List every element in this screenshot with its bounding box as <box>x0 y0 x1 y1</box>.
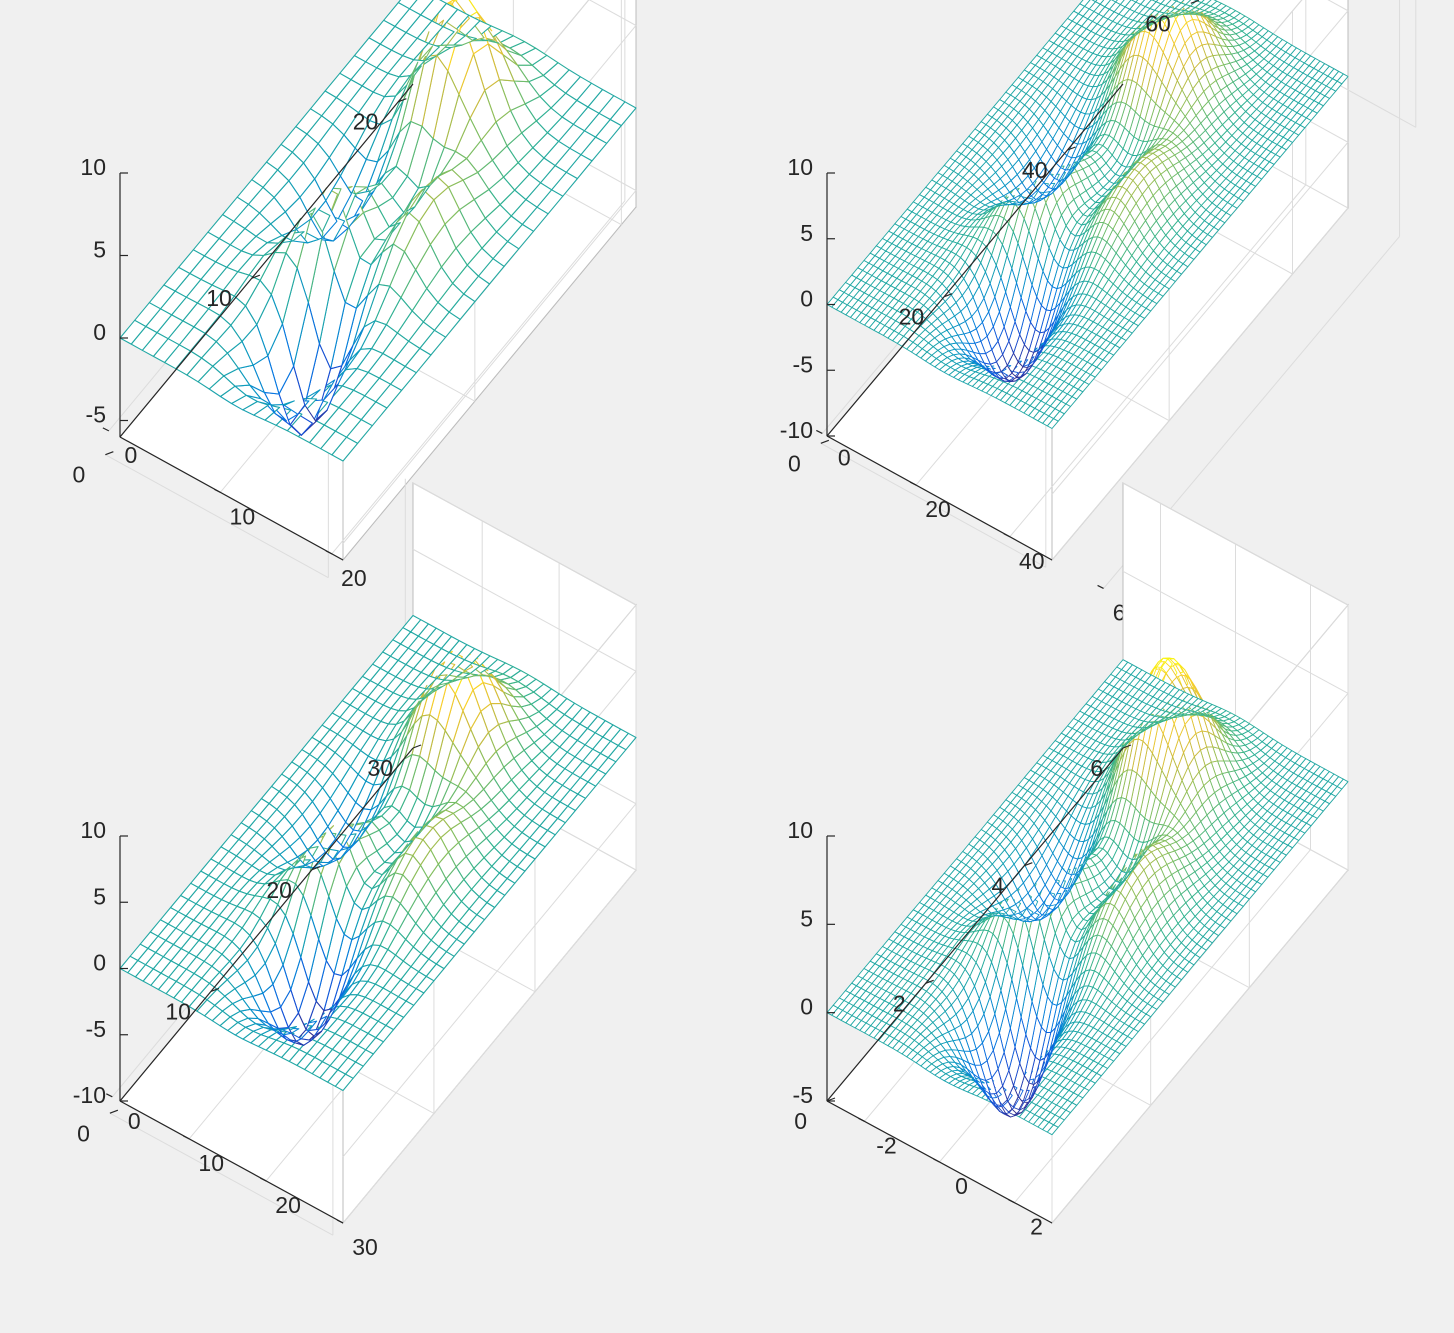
y-tick <box>398 98 407 103</box>
z-tick-label: -5 <box>86 1016 106 1042</box>
z-tick-label: 0 <box>800 286 813 312</box>
y-tick <box>251 274 261 279</box>
grid-line <box>1009 184 1307 538</box>
grid-line <box>331 200 626 555</box>
x-tick-label: 20 <box>341 565 367 591</box>
z-tick-label: -5 <box>86 402 106 428</box>
x-tick <box>214 488 221 493</box>
z-tick-label: 10 <box>80 154 106 180</box>
y-axis-line <box>119 83 414 438</box>
y-tick <box>105 451 114 456</box>
grid-line <box>1051 207 1349 561</box>
z-tick-label: 5 <box>93 883 106 909</box>
z-tick-label: 10 <box>80 817 106 843</box>
z-tick-label: -10 <box>73 1082 106 1108</box>
grid-line <box>342 190 637 544</box>
x-tick-label: 0 <box>838 444 851 470</box>
mesh-surface <box>826 0 1349 429</box>
grid-line <box>820 442 1047 568</box>
z-tick-label: -5 <box>793 351 813 377</box>
grid-line <box>105 454 329 579</box>
y-tick-label: 0 <box>73 462 86 488</box>
x-tick-label: 20 <box>275 1192 301 1218</box>
x-tick-label: 0 <box>124 442 137 468</box>
y-tick-label: 20 <box>899 304 925 330</box>
subplot-top-left: 0 10 20 0 10 20 -5 0 5 10 <box>73 0 637 591</box>
y-tick-label: 60 <box>1145 10 1171 36</box>
y-tick-label: 20 <box>266 877 292 903</box>
z-tick-label: 5 <box>93 237 106 263</box>
x-tick-label: 10 <box>198 1150 224 1176</box>
z-tick-label: -10 <box>780 417 813 443</box>
x-tick-label: 20 <box>925 496 951 522</box>
x-tick-label: 40 <box>1019 548 1045 574</box>
y-tick-label: 0 <box>77 1120 90 1146</box>
mesh-surface <box>119 0 637 462</box>
z-tick-label: 10 <box>787 154 813 180</box>
x-axis-line <box>119 436 344 561</box>
x-tick-label: 30 <box>352 1234 378 1260</box>
x-tick-label: 0 <box>128 1108 141 1134</box>
y-tick-label: 20 <box>353 109 379 135</box>
grid-line <box>588 0 637 26</box>
z-tick-label: 0 <box>93 950 106 976</box>
z-tick-label: 5 <box>800 220 813 246</box>
axes-lines <box>102 83 414 561</box>
x-tick-label: 10 <box>230 503 256 529</box>
y-tick-label: 0 <box>788 450 801 476</box>
y-tick-label: 10 <box>206 285 232 311</box>
y-tick-label: 40 <box>1022 157 1048 183</box>
y-tick-label: 10 <box>165 999 191 1025</box>
x-tick <box>102 427 110 432</box>
z-tick-label: 0 <box>93 319 106 345</box>
x-tick <box>325 550 333 555</box>
y-tick-label: 30 <box>367 755 393 781</box>
grid-line <box>1051 141 1349 495</box>
